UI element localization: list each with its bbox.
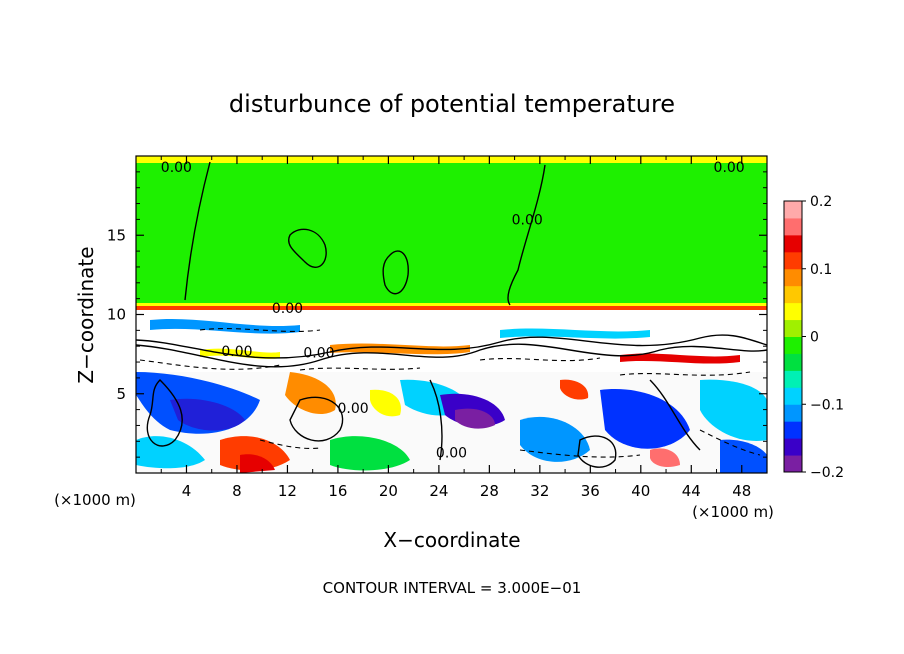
y-tick-label: 10 <box>107 306 126 324</box>
colorbar-swatch <box>784 285 802 304</box>
colorbar-swatch <box>784 268 802 287</box>
contour-label: 0.00 <box>161 160 192 176</box>
x-tick-label: 44 <box>682 482 701 500</box>
x-tick-label: 4 <box>182 482 192 500</box>
colorbar-swatch <box>784 387 802 405</box>
contour-label-group: 0.00 0.00 0.00 0.00 0.00 0.00 0.00 0.00 <box>161 160 745 461</box>
x-axis: 4 8 12 16 20 24 28 32 36 40 44 48 <box>160 156 751 500</box>
colorbar-swatch <box>784 404 802 422</box>
plot-area <box>136 156 767 473</box>
x-tick-label: 32 <box>530 482 549 500</box>
y-tick-label: 5 <box>116 385 126 403</box>
x-axis-label: X−coordinate <box>383 528 520 552</box>
x-left-unit-label: (×1000 m) <box>54 491 136 509</box>
inversion-band-yellow <box>136 303 767 306</box>
colorbar-swatch <box>784 421 802 439</box>
colorbar-tick-label: −0.1 <box>810 397 844 413</box>
contour-label: 0.00 <box>221 344 252 360</box>
colorbar-tick-label: 0 <box>810 330 819 346</box>
x-tick-label: 8 <box>232 482 242 500</box>
contour-label: 0.00 <box>337 401 368 417</box>
mixing-streaks <box>150 318 740 364</box>
colorbar-swatch <box>784 438 802 456</box>
colorbar-swatch <box>784 251 802 270</box>
colorbar-tick-label: 0.2 <box>810 194 832 210</box>
x-tick-label: 36 <box>581 482 600 500</box>
dashed-contour-lines <box>139 328 761 458</box>
colorbar-swatch <box>784 455 802 473</box>
x-tick-label: 40 <box>631 482 650 500</box>
x-tick-label: 12 <box>278 482 297 500</box>
colorbar: 0.2 0.1 0 −0.1 −0.2 <box>783 194 844 481</box>
colorbar-swatch <box>784 302 802 321</box>
contour-lines <box>136 161 767 468</box>
top-band-fill <box>136 156 767 163</box>
contour-label: 0.00 <box>303 346 334 362</box>
colorbar-swatch <box>784 201 802 219</box>
colorbar-swatch <box>784 353 802 371</box>
mixing-layer-fill <box>136 310 767 372</box>
y-axis-label: Z−coordinate <box>74 246 98 383</box>
contour-label: 0.00 <box>272 301 303 317</box>
x-right-unit-label: (×1000 m) <box>692 503 774 521</box>
colorbar-tick-label: 0.1 <box>810 262 832 278</box>
y-axis: 5 10 15 <box>107 171 767 458</box>
contour-label: 0.00 <box>512 212 543 228</box>
x-tick-label: 20 <box>379 482 398 500</box>
colorbar-swatch <box>784 234 802 253</box>
contour-label: 0.00 <box>436 445 467 461</box>
colorbar-tick-label: −0.2 <box>810 465 844 481</box>
x-tick-label: 28 <box>480 482 499 500</box>
colorbar-swatch <box>784 370 802 388</box>
contour-interval-footer: CONTOUR INTERVAL = 3.000E−01 <box>323 579 582 597</box>
colorbar-swatch <box>784 217 802 236</box>
colorbar-swatch <box>784 319 802 337</box>
contour-label: 0.00 <box>714 160 745 176</box>
x-tick-label: 24 <box>429 482 448 500</box>
eddy-blobs <box>136 372 767 473</box>
upper-layer-fill <box>136 156 767 305</box>
x-tick-label: 48 <box>732 482 751 500</box>
colorbar-swatch <box>784 336 802 354</box>
inversion-band-red <box>136 306 767 310</box>
chart-title: disturbunce of potential temperature <box>229 90 675 118</box>
x-tick-label: 16 <box>328 482 347 500</box>
y-tick-label: 15 <box>107 226 126 244</box>
